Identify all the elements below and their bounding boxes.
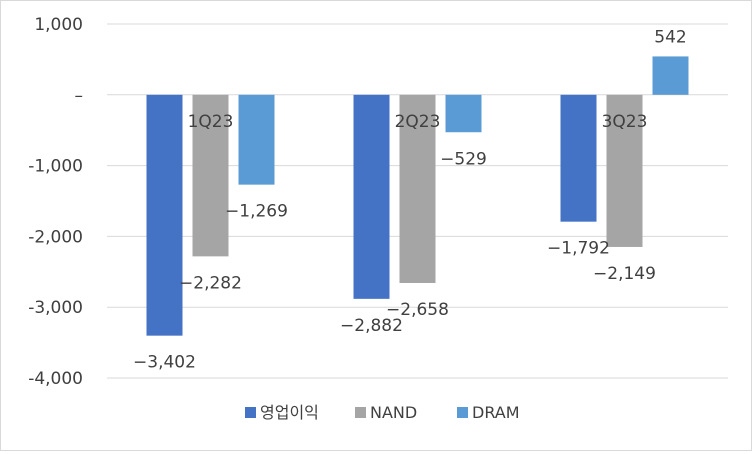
bar-3q23-0 xyxy=(560,94,597,222)
legend: 영업이익 NAND DRAM xyxy=(245,403,520,422)
data-label: −2,149 xyxy=(593,264,656,284)
data-label: −2,658 xyxy=(386,300,449,320)
y-tick-label: -1,000 xyxy=(28,157,83,177)
bar-2q23-2 xyxy=(445,94,482,133)
y-tick-label: -4,000 xyxy=(28,369,83,389)
bar-2q23-1 xyxy=(399,94,436,283)
bar-1q23-0 xyxy=(146,94,183,336)
data-label: 542 xyxy=(654,27,686,47)
category-label: 1Q23 xyxy=(188,112,234,132)
data-label: −2,882 xyxy=(340,316,403,336)
y-tick-label: -2,000 xyxy=(28,227,83,247)
category-label: 3Q23 xyxy=(602,112,648,132)
legend-swatch xyxy=(245,407,256,418)
data-label: −1,269 xyxy=(225,202,288,222)
y-tick-label: 1,000 xyxy=(34,15,83,35)
y-tick-label: – xyxy=(75,86,84,106)
data-label: −2,282 xyxy=(179,273,242,293)
category-label: 2Q23 xyxy=(395,112,441,132)
bar-3q23-1 xyxy=(606,94,643,247)
data-labels: −3,402 −2,282 −1,269 −2,882−2,658 −529 −1,792… xyxy=(133,27,687,372)
legend-label: 영업이익 xyxy=(260,403,319,422)
legend-label: NAND xyxy=(370,403,417,422)
bar-1q23-1 xyxy=(192,94,229,257)
legend-label: DRAM xyxy=(472,403,520,422)
bar-3q23-2 xyxy=(652,56,689,95)
category-labels: 1Q23 2Q23 3Q23 xyxy=(188,112,648,132)
bars xyxy=(146,56,689,336)
y-axis-ticks: 1,000 – -1,000 -2,000 -3,000 -4,000 xyxy=(28,15,83,389)
legend-swatch xyxy=(355,407,366,418)
legend-swatch xyxy=(457,407,468,418)
data-label: −3,402 xyxy=(133,353,196,373)
y-tick-label: -3,000 xyxy=(28,298,83,318)
bar-1q23-2 xyxy=(238,94,275,185)
bar-2q23-0 xyxy=(353,94,390,299)
data-label: −1,792 xyxy=(547,239,610,259)
data-label: −529 xyxy=(440,149,487,169)
